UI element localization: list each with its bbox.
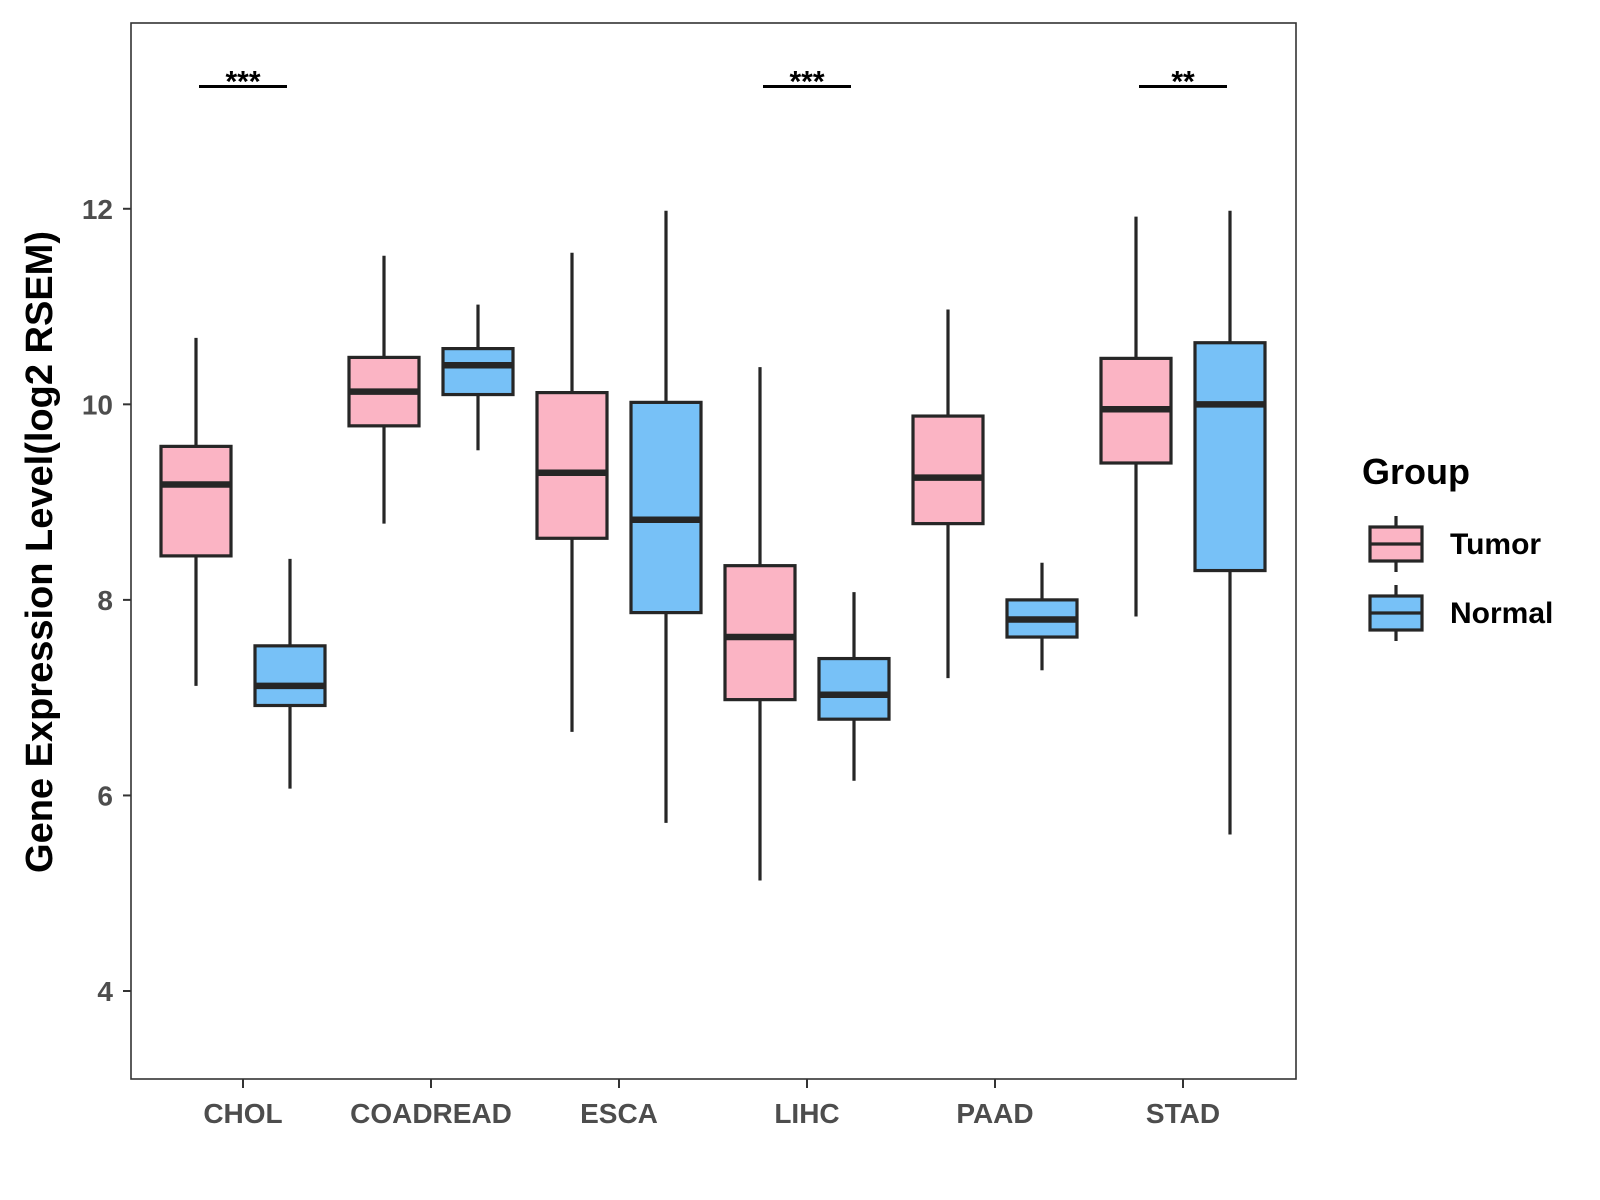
box-chol-tumor [159, 337, 233, 686]
box-lihc-tumor [723, 367, 797, 881]
legend-title: Group [1362, 451, 1470, 492]
box-esca-normal [629, 210, 703, 823]
legend: Group Tumor Normal [1362, 451, 1553, 641]
y-tick-label-8: 8 [97, 585, 113, 616]
x-tick-label-esca: ESCA [580, 1098, 658, 1129]
box-body-esca-normal [629, 400, 703, 615]
significance-label-chol: *** [225, 66, 260, 99]
y-tick-label-6: 6 [97, 780, 113, 811]
y-tick-label-4: 4 [97, 976, 113, 1007]
box-body-paad-tumor [911, 414, 985, 526]
x-tick-label-chol: CHOL [203, 1098, 282, 1129]
box-body-lihc-tumor [723, 564, 797, 702]
box-lihc-normal [817, 592, 891, 781]
box-chol-normal [253, 558, 327, 789]
legend-label-normal: Normal [1450, 597, 1553, 630]
legend-key-normal [1368, 585, 1424, 641]
box-stad-tumor [1099, 216, 1173, 617]
legend-label-tumor: Tumor [1450, 528, 1541, 561]
x-tick-label-stad: STAD [1146, 1098, 1220, 1129]
box-body-lihc-normal [817, 656, 891, 721]
y-tick-label-10: 10 [82, 389, 113, 420]
x-tick-label-paad: PAAD [956, 1098, 1033, 1129]
box-body-chol-tumor [159, 444, 233, 558]
box-esca-tumor [535, 252, 609, 732]
x-tick-label-lihc: LIHC [774, 1098, 839, 1129]
box-stad-normal [1193, 210, 1267, 835]
x-tick-label-coadread: COADREAD [350, 1098, 512, 1129]
legend-key-tumor [1368, 516, 1424, 572]
plot-panel [130, 22, 1297, 1080]
box-body-coadread-normal [441, 347, 515, 397]
box-coadread-tumor [347, 255, 421, 524]
box-body-stad-normal [1193, 341, 1267, 573]
box-paad-tumor [911, 309, 985, 679]
box-paad-normal [1005, 562, 1079, 671]
box-body-chol-normal [253, 644, 327, 708]
box-coadread-normal [441, 304, 515, 451]
significance-label-stad: ** [1171, 66, 1195, 99]
y-axis-title: Gene Expression Level(log2 RSEM) [19, 231, 61, 873]
box-body-esca-tumor [535, 391, 609, 540]
y-tick-label-12: 12 [82, 194, 113, 225]
significance-label-lihc: *** [789, 66, 824, 99]
